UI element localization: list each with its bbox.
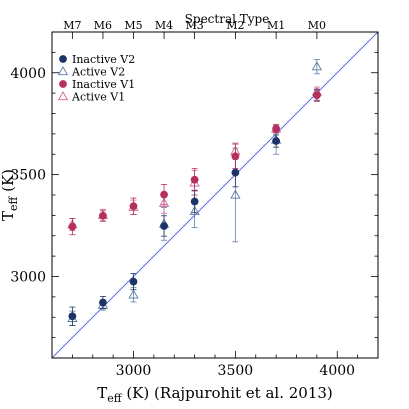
- x-tick-label: 3500: [218, 363, 254, 379]
- legend-entry: Active V2: [57, 65, 125, 79]
- legend-marker: [57, 90, 69, 101]
- data-point: [129, 277, 138, 286]
- top-tick-label: M5: [124, 19, 142, 32]
- top-tick-label: M4: [155, 19, 173, 32]
- data-point: [231, 168, 240, 177]
- x-tick-label: 4000: [319, 363, 355, 379]
- y-tick-label: 3500: [10, 168, 46, 184]
- legend-entry: Active V1: [57, 90, 125, 104]
- data-point: [189, 205, 200, 215]
- data-point: [190, 197, 199, 206]
- top-tick-label: M3: [185, 19, 203, 32]
- data-point: [99, 211, 107, 220]
- data-point: [158, 197, 170, 207]
- legend-entry: Inactive V1: [59, 78, 135, 91]
- legend-label: Inactive V2: [72, 53, 135, 66]
- y-axis-label: Teff (K): [0, 169, 20, 221]
- data-point: [272, 124, 281, 133]
- x-axis-label: Teff (K) (Rajpurohit et al. 2013): [97, 384, 333, 405]
- top-tick-label: M6: [94, 19, 112, 32]
- top-tick-label: M1: [267, 19, 285, 32]
- axes: 3000 3500 4000 3000 3500 4000 M7 M6 M5 M4 M3 M2 M1 M0…: [0, 12, 379, 405]
- plot-area: [52, 32, 378, 358]
- top-tick-label: M2: [226, 19, 244, 32]
- legend-marker: [59, 80, 67, 88]
- legend-label: Active V1: [71, 91, 125, 104]
- legend-entry: Inactive V2: [59, 53, 135, 66]
- top-tick-label: M0: [308, 19, 326, 32]
- legend-label: Inactive V1: [72, 78, 135, 91]
- y-tick-label: 3000: [10, 270, 46, 286]
- data-point: [230, 189, 241, 199]
- legend-marker: [59, 55, 67, 63]
- data-point: [231, 152, 240, 161]
- data-point: [272, 137, 281, 145]
- data-point: [68, 312, 77, 321]
- data-point: [129, 202, 138, 211]
- data-point: [311, 61, 323, 71]
- plot-contents: [52, 32, 378, 358]
- top-axis-title: Spectral Type: [185, 12, 270, 26]
- data-point: [160, 222, 168, 230]
- legend-label: Active V2: [71, 66, 125, 79]
- data-point: [190, 175, 199, 184]
- data-point: [312, 91, 321, 100]
- series-inactive-v1: [68, 88, 321, 236]
- data-point: [68, 222, 77, 231]
- top-tick-label: M7: [63, 19, 81, 32]
- data-point: [128, 289, 139, 299]
- data-point: [160, 190, 168, 199]
- data-point: [99, 298, 107, 307]
- x-tick-label: 3000: [116, 363, 152, 379]
- series-inactive-v2: [68, 89, 321, 326]
- legend-marker: [57, 65, 69, 76]
- y-tick-label: 4000: [10, 66, 46, 82]
